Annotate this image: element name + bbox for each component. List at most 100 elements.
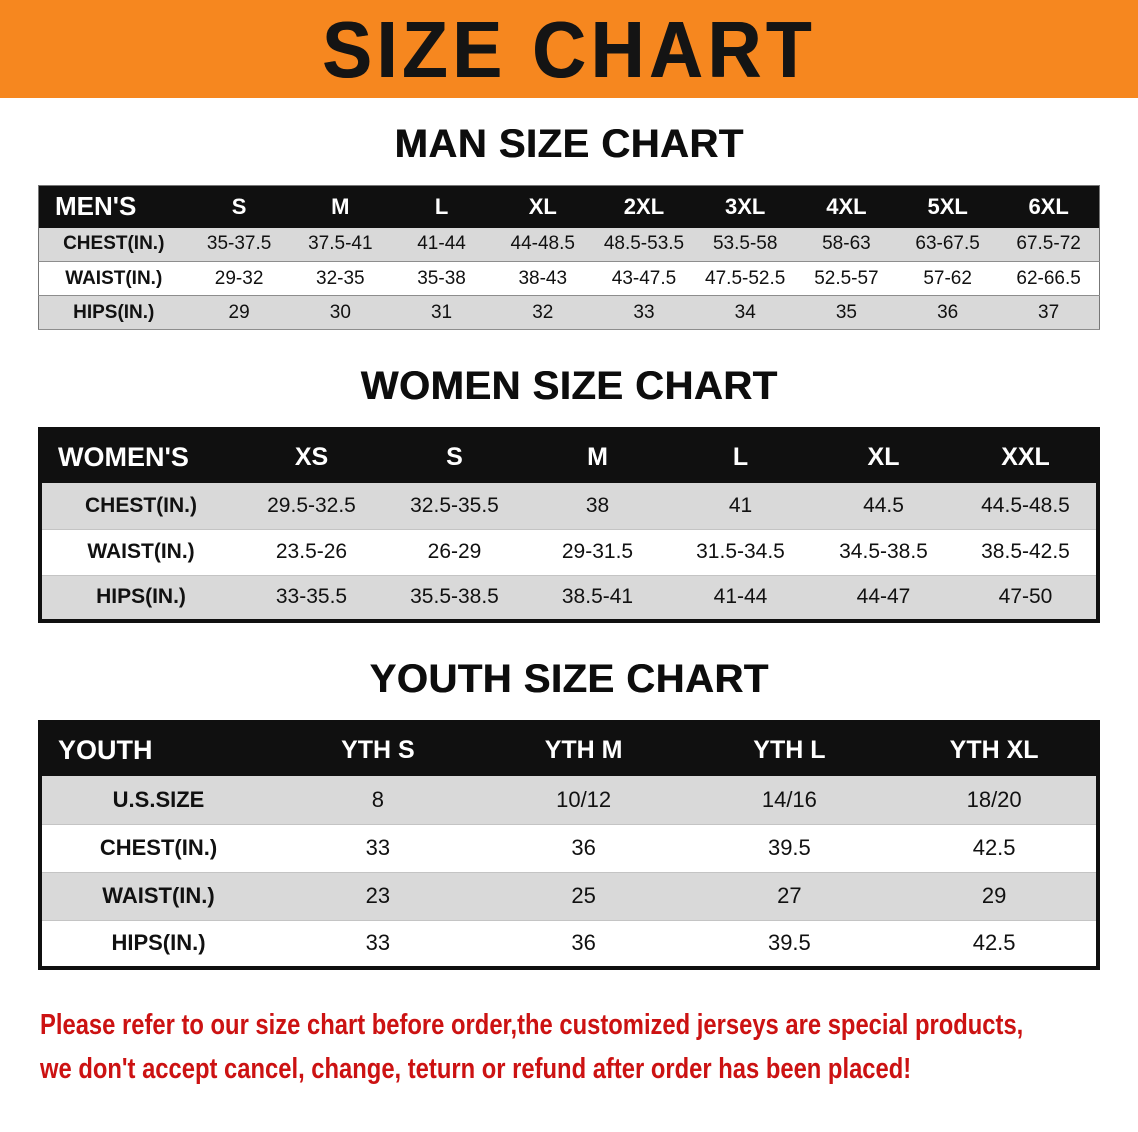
value-cell: 14/16 xyxy=(761,786,817,812)
table-row: HIPS(IN.) 29 30 31 32 33 34 35 36 37 xyxy=(38,295,1100,330)
row-label-cell: WAIST(IN.) xyxy=(102,883,215,908)
table-header-row: YOUTH YTH S YTH M YTH L YTH XL xyxy=(40,722,1098,776)
value-cell: 38 xyxy=(585,493,610,517)
size-column-header: YTH S xyxy=(275,722,481,776)
size-column-header: M xyxy=(526,429,669,483)
row-label-cell: WAIST(IN.) xyxy=(87,540,195,563)
value-cell: 47.5-52.5 xyxy=(705,267,786,289)
row-label-cell: HIPS(IN.) xyxy=(73,301,155,323)
row-label-cell: WAIST(IN.) xyxy=(65,267,163,289)
table-row: WAIST(IN.) 29-32 32-35 35-38 38-43 43-47.5 47.… xyxy=(38,261,1100,296)
value-cell: 23 xyxy=(365,883,391,908)
value-cell: 43-47.5 xyxy=(611,267,677,289)
value-cell: 41-44 xyxy=(713,585,768,609)
value-cell: 32.5-35.5 xyxy=(410,493,499,517)
value-cell: 36 xyxy=(571,930,596,956)
value-cell: 37 xyxy=(1038,301,1060,323)
value-cell: 37.5-41 xyxy=(308,233,373,255)
value-cell: 38-43 xyxy=(518,267,568,289)
size-column-header: 5XL xyxy=(897,185,999,228)
value-cell: 25 xyxy=(571,883,596,908)
value-cell: 29.5-32.5 xyxy=(267,493,356,517)
size-column-header: L xyxy=(669,429,812,483)
value-cell: 10/12 xyxy=(556,786,612,812)
man-size-section: MAN SIZE CHART MEN'S S M L XL 2XL 3XL 4XL 5XL 6XL… xyxy=(0,122,1138,330)
table-row: CHEST(IN.) 35-37.5 37.5-41 41-44 44-48.5 48.5… xyxy=(38,227,1100,262)
value-cell: 63-67.5 xyxy=(915,233,980,255)
value-cell: 29-31.5 xyxy=(561,540,634,563)
size-column-header: XXL xyxy=(955,429,1098,483)
row-label-cell: CHEST(IN.) xyxy=(85,493,197,517)
value-cell: 44.5-48.5 xyxy=(981,493,1070,517)
youth-size-table: YOUTH YTH S YTH M YTH L YTH XL U.S.SIZE 8 10/12… xyxy=(38,720,1100,970)
value-cell: 29 xyxy=(228,301,250,323)
value-cell: 42.5 xyxy=(972,930,1016,956)
women-size-section: WOMEN SIZE CHART WOMEN'S XS S M L XL XXL CHEST(… xyxy=(0,364,1138,623)
row-label-cell: U.S.SIZE xyxy=(112,786,205,812)
size-column-header: YTH XL xyxy=(892,722,1098,776)
women-section-heading: WOMEN SIZE CHART xyxy=(360,364,778,408)
value-cell: 26-29 xyxy=(427,540,482,563)
row-label-cell: CHEST(IN.) xyxy=(99,835,218,860)
value-cell: 38.5-41 xyxy=(561,585,634,609)
value-cell: 62-66.5 xyxy=(1016,267,1081,289)
value-cell: 39.5 xyxy=(767,930,811,956)
value-cell: 27 xyxy=(777,883,802,908)
value-cell: 34 xyxy=(734,301,756,323)
value-cell: 33 xyxy=(633,301,655,323)
youth-size-section: YOUTH SIZE CHART YOUTH YTH S YTH M YTH L YTH… xyxy=(0,657,1138,970)
table-header-row: MEN'S S M L XL 2XL 3XL 4XL 5XL 6XL xyxy=(38,185,1100,228)
table-row: HIPS(IN.) 33 36 39.5 42.5 xyxy=(40,920,1098,968)
row-label-cell: CHEST(IN.) xyxy=(63,233,165,255)
table-row: WAIST(IN.) 23.5-26 26-29 29-31.5 31.5-34.5 34… xyxy=(40,529,1098,575)
value-cell: 33 xyxy=(365,930,391,956)
table-row: U.S.SIZE 8 10/12 14/16 18/20 xyxy=(40,776,1098,824)
size-column-header: YTH M xyxy=(480,722,687,776)
value-cell: 41-44 xyxy=(417,233,466,255)
value-cell: 35-37.5 xyxy=(206,233,272,255)
size-column-header: 2XL xyxy=(593,185,695,228)
value-cell: 44.5 xyxy=(863,493,904,517)
youth-section-heading: YOUTH SIZE CHART xyxy=(369,657,769,701)
value-cell: 58-63 xyxy=(822,233,871,255)
value-cell: 29-32 xyxy=(214,267,264,289)
table-row: CHEST(IN.) 33 36 39.5 42.5 xyxy=(40,824,1098,872)
table-row: HIPS(IN.) 33-35.5 35.5-38.5 38.5-41 41-44 44-… xyxy=(40,575,1098,621)
value-cell: 32 xyxy=(532,301,554,323)
value-cell: 8 xyxy=(371,786,384,812)
size-column-header: S xyxy=(188,185,290,228)
size-column-header: XL xyxy=(492,185,594,228)
disclaimer-line-1: Please refer to our size chart before or… xyxy=(40,1009,1024,1041)
value-cell: 18/20 xyxy=(966,786,1022,812)
banner-title: SIZE CHART xyxy=(322,4,816,94)
row-label-cell: HIPS(IN.) xyxy=(111,930,206,956)
value-cell: 31 xyxy=(430,301,453,323)
table-title-cell: WOMEN'S xyxy=(40,429,240,483)
value-cell: 42.5 xyxy=(972,835,1016,860)
value-cell: 33 xyxy=(365,835,391,860)
table-title-cell: MEN'S xyxy=(38,185,189,228)
size-column-header: S xyxy=(383,429,526,483)
value-cell: 35-38 xyxy=(417,267,466,289)
size-column-header: 4XL xyxy=(795,185,898,228)
value-cell: 41 xyxy=(728,493,753,517)
value-cell: 57-62 xyxy=(923,267,972,289)
size-column-header: XS xyxy=(240,429,383,483)
man-section-heading: MAN SIZE CHART xyxy=(394,122,744,166)
value-cell: 67.5-72 xyxy=(1016,233,1081,255)
size-column-header: L xyxy=(390,185,493,228)
table-header-row: WOMEN'S XS S M L XL XXL xyxy=(40,429,1098,483)
value-cell: 52.5-57 xyxy=(814,267,879,289)
size-chart-banner: SIZE CHART xyxy=(0,0,1138,98)
value-cell: 35.5-38.5 xyxy=(410,585,499,609)
value-cell: 33-35.5 xyxy=(275,585,348,609)
row-label-cell: HIPS(IN.) xyxy=(96,585,186,609)
value-cell: 53.5-58 xyxy=(712,233,778,255)
value-cell: 44-48.5 xyxy=(510,233,575,255)
value-cell: 23.5-26 xyxy=(275,540,348,563)
value-cell: 31.5-34.5 xyxy=(696,540,785,563)
womens-size-table: WOMEN'S XS S M L XL XXL CHEST(IN.) 29.5-32.5 32.5… xyxy=(38,427,1100,623)
value-cell: 44-47 xyxy=(856,585,911,609)
size-column-header: 3XL xyxy=(694,185,796,228)
